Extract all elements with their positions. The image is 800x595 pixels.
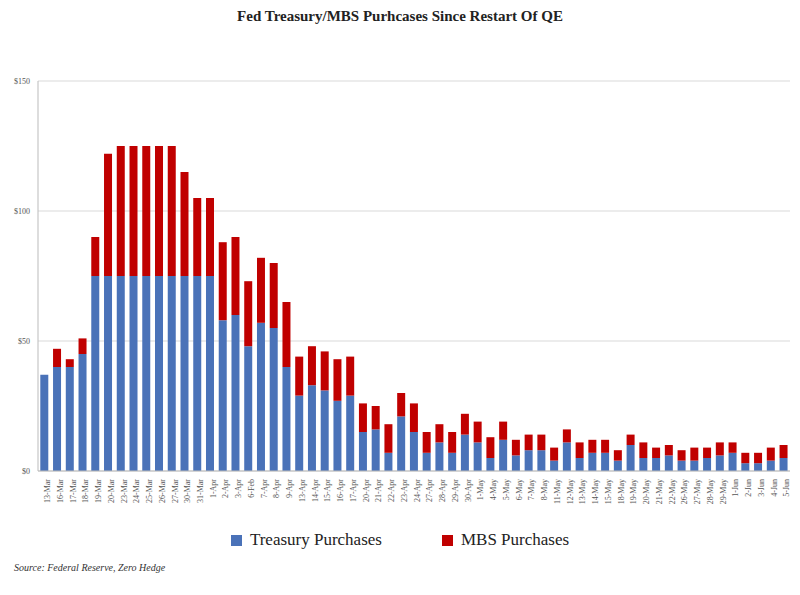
svg-text:21-May: 21-May	[655, 479, 664, 504]
svg-text:1-Apr: 1-Apr	[209, 479, 218, 498]
html-text:Treasury Purchases: Treasury Purchases	[249, 530, 382, 549]
svg-text:1-Jun: 1-Jun	[731, 479, 740, 497]
svg-text:18-Mar: 18-Mar	[81, 479, 90, 503]
svg-text:15-Apr: 15-Apr	[323, 479, 332, 502]
svg-text:14-Apr: 14-Apr	[311, 479, 320, 502]
svg-text:21-Apr: 21-Apr	[374, 479, 383, 502]
svg-text:14-May: 14-May	[591, 479, 600, 504]
svg-text:22-Apr: 22-Apr	[387, 479, 396, 502]
svg-text:30-Apr: 30-Apr	[464, 479, 473, 502]
svg-text:13-May: 13-May	[578, 479, 587, 504]
svg-text:11-May: 11-May	[553, 479, 562, 504]
svg-text:20-May: 20-May	[642, 479, 651, 504]
svg-text:7-Apr: 7-Apr	[260, 479, 269, 498]
html-text:MBS Purchases: MBS Purchases	[461, 530, 570, 549]
svg-text:2-Apr: 2-Apr	[221, 479, 230, 498]
svg-text:29-May: 29-May	[719, 479, 728, 504]
svg-text:19-Mar: 19-Mar	[94, 479, 103, 503]
svg-text:$150: $150	[14, 77, 30, 86]
svg-text:6-May: 6-May	[515, 479, 524, 500]
svg-text:$0: $0	[22, 467, 30, 476]
svg-text:8-May: 8-May	[540, 479, 549, 500]
svg-text:30-Mar: 30-Mar	[183, 479, 192, 503]
svg-text:5-May: 5-May	[502, 479, 511, 500]
svg-text:12-May: 12-May	[566, 479, 575, 504]
svg-text:16-Apr: 16-Apr	[336, 479, 345, 502]
html-text:Source: Federal Reserve, Zero: Source: Federal Reserve, Zero Hedge	[14, 562, 166, 573]
svg-text:28-Apr: 28-Apr	[438, 479, 447, 502]
svg-text:26-Mar: 26-Mar	[158, 479, 167, 503]
svg-text:5-Jun: 5-Jun	[782, 479, 791, 497]
svg-text:9-Apr: 9-Apr	[285, 479, 294, 498]
svg-text:13-Mar: 13-Mar	[43, 479, 52, 503]
svg-text:22-May: 22-May	[668, 479, 677, 504]
svg-text:$100: $100	[14, 207, 30, 216]
svg-text:31-Mar: 31-Mar	[196, 479, 205, 503]
svg-text:4-Jun: 4-Jun	[770, 479, 779, 497]
svg-text:27-May: 27-May	[693, 479, 702, 504]
svg-text:24-Mar: 24-Mar	[132, 479, 141, 503]
svg-text:23-Apr: 23-Apr	[400, 479, 409, 502]
svg-text:28-May: 28-May	[706, 479, 715, 504]
svg-text:18-May: 18-May	[617, 479, 626, 504]
svg-text:8-Apr: 8-Apr	[272, 479, 281, 498]
svg-text:13-Apr: 13-Apr	[298, 479, 307, 502]
svg-text:20-Apr: 20-Apr	[362, 479, 371, 502]
svg-text:23-Mar: 23-Mar	[120, 479, 129, 503]
svg-text:17-Apr: 17-Apr	[349, 479, 358, 502]
svg-text:3-Jun: 3-Jun	[757, 479, 766, 497]
html-text:Fed Treasury/MBS Purhcases Sin: Fed Treasury/MBS Purhcases Since Restart…	[237, 8, 563, 24]
svg-text:24-Apr: 24-Apr	[413, 479, 422, 502]
svg-text:$50: $50	[18, 337, 30, 346]
svg-text:7-May: 7-May	[527, 479, 536, 500]
svg-text:3-Apr: 3-Apr	[234, 479, 243, 498]
svg-text:27-Mar: 27-Mar	[171, 479, 180, 503]
svg-text:1-May: 1-May	[476, 479, 485, 500]
svg-text:20-Mar: 20-Mar	[107, 479, 116, 503]
svg-text:15-May: 15-May	[604, 479, 613, 504]
svg-text:2-Jun: 2-Jun	[744, 479, 753, 497]
svg-text:29-Apr: 29-Apr	[451, 479, 460, 502]
svg-text:4-May: 4-May	[489, 479, 498, 500]
svg-text:6-Feb: 6-Feb	[247, 479, 256, 498]
svg-text:27-Apr: 27-Apr	[425, 479, 434, 502]
svg-text:25-Mar: 25-Mar	[145, 479, 154, 503]
svg-text:16-Mar: 16-Mar	[56, 479, 65, 503]
svg-text:19-May: 19-May	[629, 479, 638, 504]
svg-text:26-May: 26-May	[680, 479, 689, 504]
svg-text:17-Mar: 17-Mar	[69, 479, 78, 503]
